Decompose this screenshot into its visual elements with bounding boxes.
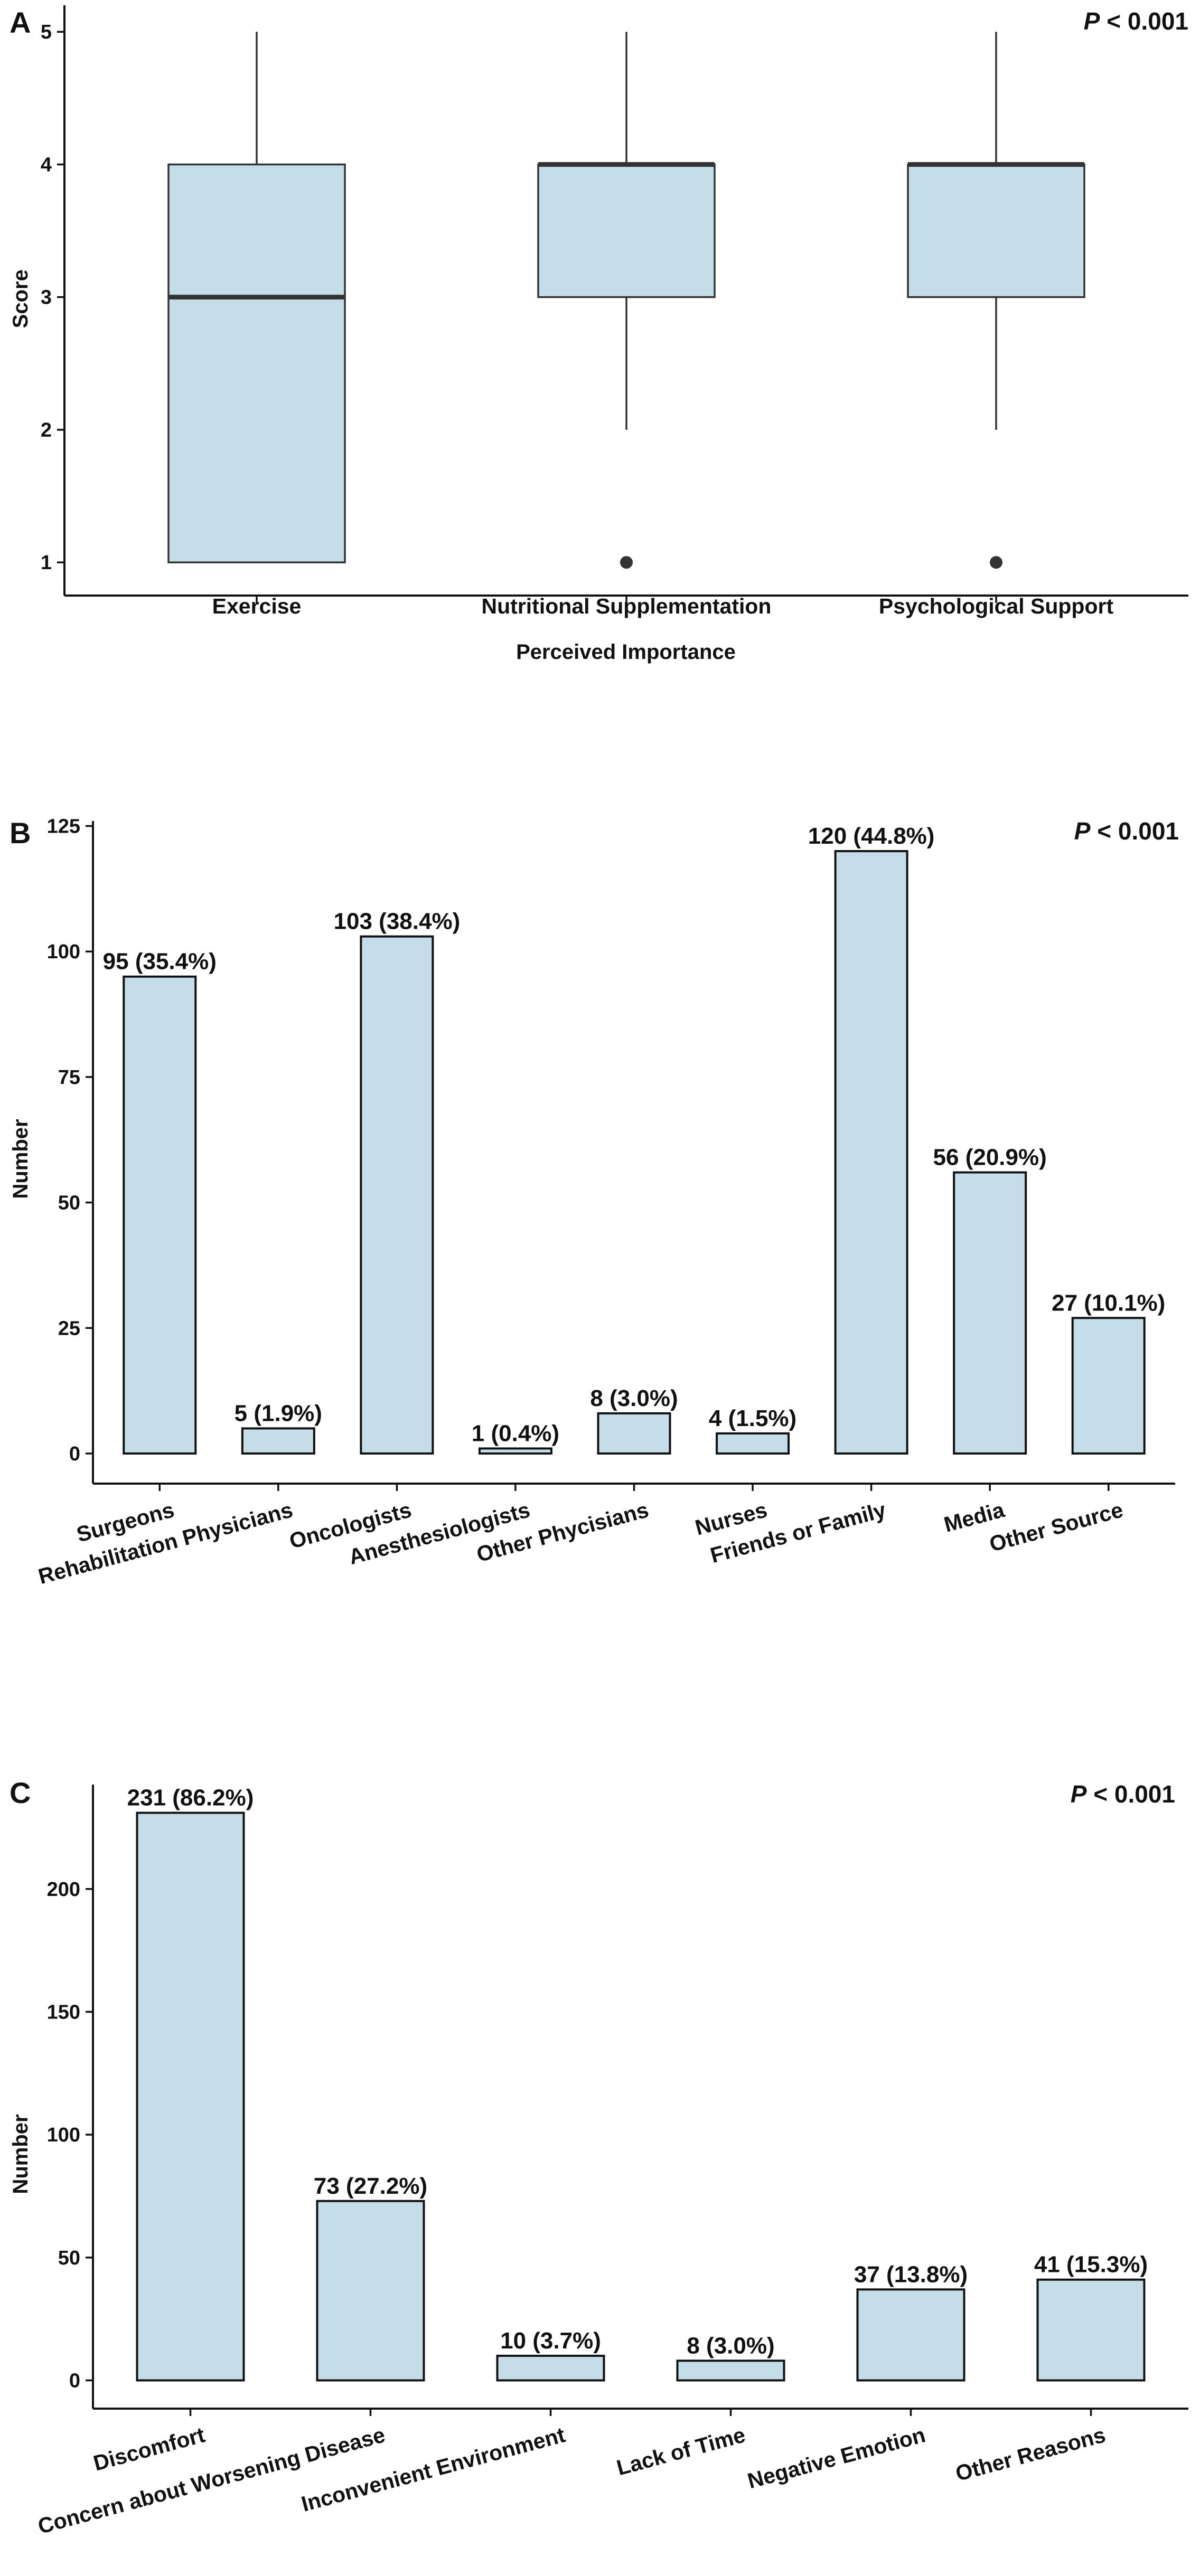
panel-c-y-tick-label: 0 — [69, 2370, 80, 2392]
panel-b-y-axis-title: Number — [9, 1119, 32, 1199]
bar — [953, 1171, 1027, 1455]
bar-data-label: 41 (15.3%) — [1034, 2252, 1148, 2278]
bar-data-label: 95 (35.4%) — [103, 949, 217, 975]
bar-data-label: 56 (20.9%) — [933, 1145, 1047, 1171]
bar-data-label: 8 (3.0%) — [687, 2333, 774, 2358]
bar-data-label: 37 (13.8%) — [854, 2261, 968, 2287]
panel-a-label: A — [10, 6, 31, 39]
bar-data-label: 4 (1.5%) — [709, 1405, 796, 1431]
bar — [478, 1447, 552, 1455]
bar — [856, 2288, 965, 2382]
panel-a-category-label: Exercise — [212, 594, 302, 618]
panel-b-y-tick-label: 100 — [47, 941, 80, 963]
bar — [676, 2360, 785, 2382]
box-outlier-point — [620, 556, 633, 569]
bar — [316, 2200, 425, 2382]
panel-c-y-tick-label: 200 — [47, 1879, 80, 1901]
bar — [834, 850, 908, 1455]
bar-data-label: 120 (44.8%) — [808, 823, 935, 849]
panel-a-y-tick-label: 2 — [41, 419, 52, 441]
bar — [360, 935, 434, 1455]
panel-a-boxes — [167, 32, 1085, 569]
panel-b-bars: 95 (35.4%) 5 (1.9%) 103 (38.4%) 1 (0.4%) 8 (… — [103, 823, 1165, 1455]
panel-b-y-tick-label: 0 — [69, 1443, 80, 1465]
panel-c-label: C — [10, 1776, 31, 1809]
panel-a-boxplot: A P < 0.001 Score Perceived Importance 1… — [9, 5, 1188, 664]
panel-a-y-axis-title: Score — [9, 269, 32, 328]
panel-c-y-tick-label: 150 — [47, 2001, 80, 2023]
panel-b-p-value: P < 0.001 — [1074, 817, 1179, 845]
panel-a-y-tick-label: 4 — [41, 154, 52, 176]
bar-data-label: 10 (3.7%) — [500, 2328, 601, 2354]
bar — [241, 1427, 315, 1455]
bar-data-label: 27 (10.1%) — [1052, 1290, 1165, 1316]
panel-a-category-label: Nutritional Supplementation — [482, 594, 772, 618]
panel-c-bars: 231 (86.2%) 73 (27.2%) 10 (3.7%) 8 (3.0%) 37… — [127, 1785, 1148, 2382]
bar-data-label: 231 (86.2%) — [127, 1785, 254, 1811]
bar — [716, 1432, 790, 1455]
bar — [1036, 2278, 1146, 2382]
bar — [136, 1811, 245, 2382]
panel-a-y-tick-label: 5 — [41, 21, 52, 43]
bar — [597, 1412, 671, 1455]
bar-data-label: 5 (1.9%) — [235, 1400, 322, 1426]
panel-a-axes: 1 2 3 4 5 Exercise Nutritional Supplementation… — [41, 5, 1188, 618]
bar-data-label: 103 (38.4%) — [334, 909, 461, 935]
panel-a-p-value: P < 0.001 — [1084, 7, 1188, 35]
box-iqr — [537, 163, 716, 298]
panel-b-y-tick-label: 50 — [58, 1192, 80, 1214]
box-iqr — [167, 163, 346, 563]
box-outlier-point — [990, 556, 1002, 569]
bar-data-label: 1 (0.4%) — [472, 1420, 559, 1446]
panel-a-y-tick-label: 3 — [41, 287, 52, 309]
bar — [123, 975, 197, 1455]
panel-b-label: B — [10, 816, 31, 850]
panel-c-y-axis-title: Number — [9, 2114, 32, 2194]
bar-data-label: 8 (3.0%) — [590, 1385, 678, 1411]
panel-c-y-tick-label: 100 — [47, 2124, 80, 2146]
panel-b-y-tick-label: 125 — [47, 816, 80, 838]
panel-b-y-tick-label: 75 — [58, 1067, 80, 1089]
panel-a-y-tick-label: 1 — [41, 552, 52, 574]
bar — [496, 2354, 605, 2382]
panel-c-p-value: P < 0.001 — [1071, 1780, 1175, 1808]
panel-b-y-tick-label: 25 — [58, 1317, 80, 1339]
box-iqr — [907, 163, 1085, 298]
bar-data-label: 73 (27.2%) — [314, 2173, 427, 2199]
bar — [1071, 1317, 1146, 1455]
panel-c-y-tick-label: 50 — [58, 2247, 80, 2269]
panel-a-category-label: Psychological Support — [879, 594, 1114, 618]
panel-a-x-axis-title: Perceived Importance — [516, 640, 736, 664]
